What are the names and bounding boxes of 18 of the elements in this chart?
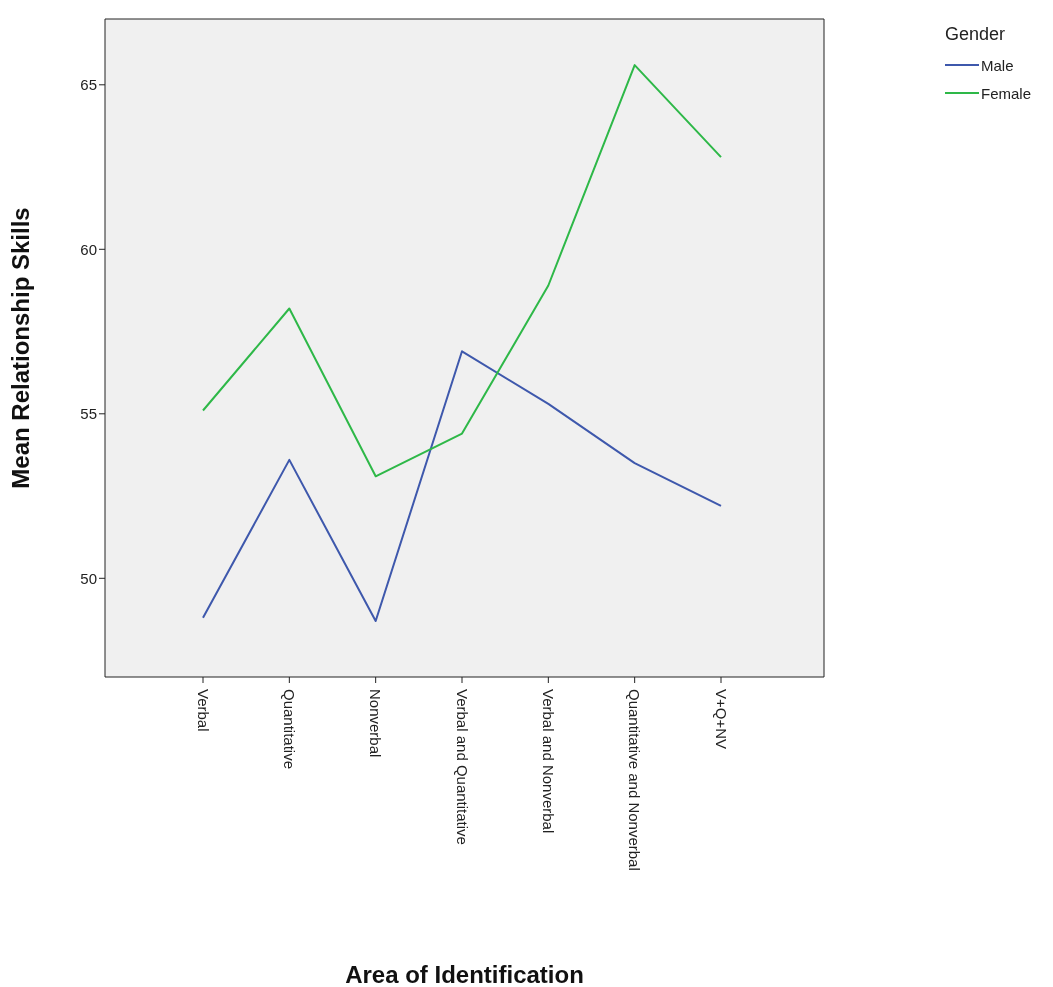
legend-label: Male [981,56,1014,74]
x-tick-label: Verbal [194,689,212,732]
y-tick-label: 50 [80,569,97,587]
y-tick-label: 55 [80,405,97,423]
legend-label: Female [981,84,1032,102]
x-tick-label: Quantitative and Nonverbal [626,689,644,871]
x-tick-label: Verbal and Nonverbal [540,689,558,834]
y-tick-label: 60 [80,240,97,258]
line-series [202,64,722,478]
x-axis-title: Area of Identification [345,961,584,987]
x-tick-label: Verbal and Quantitative [453,689,471,845]
line-series [202,350,722,623]
y-axis-title: Mean Relationship Skills [6,207,34,489]
y-tick-label: 65 [80,76,97,94]
x-tick-label: V+Q+NV [712,689,730,750]
legend-title: Gender [945,24,1007,45]
x-tick-label: Quantitative [281,689,299,770]
x-tick-label: Nonverbal [367,689,385,758]
